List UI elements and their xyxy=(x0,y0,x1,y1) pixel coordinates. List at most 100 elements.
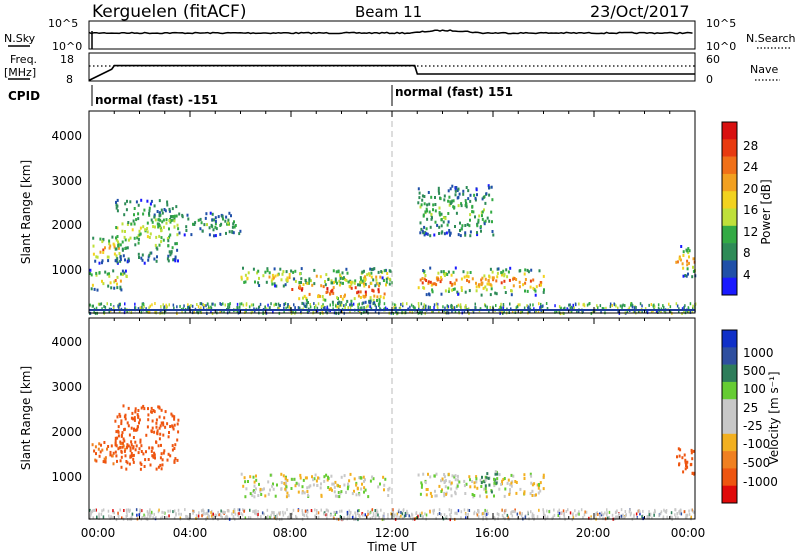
ground-scatter-cell xyxy=(200,306,202,310)
ground-scatter-cell xyxy=(641,309,643,313)
ground-scatter-cell xyxy=(252,510,254,514)
heatmap-cell xyxy=(133,236,136,240)
ground-scatter-cell xyxy=(662,516,664,520)
heatmap-cell xyxy=(220,222,223,226)
beam-title: Beam 11 xyxy=(355,3,422,21)
heatmap-cell xyxy=(475,285,478,289)
ground-scatter-cell xyxy=(686,309,689,313)
heatmap-cell xyxy=(150,449,153,453)
heatmap-cell xyxy=(481,197,484,201)
heatmap-cell xyxy=(121,445,124,449)
ground-scatter-cell xyxy=(554,304,556,308)
ground-scatter-cell xyxy=(335,510,338,514)
heatmap-cell xyxy=(305,296,308,300)
ground-scatter-cell xyxy=(514,510,516,514)
ground-scatter-cell xyxy=(289,512,291,516)
heatmap-cell xyxy=(200,221,203,225)
ground-scatter-cell xyxy=(619,304,622,308)
heatmap-cell xyxy=(162,218,165,222)
ground-scatter-cell xyxy=(671,515,673,519)
heatmap-cell xyxy=(176,248,179,252)
heatmap-cell xyxy=(353,489,355,493)
heatmap-cell xyxy=(425,293,428,297)
ground-scatter-cell xyxy=(361,306,363,310)
ground-scatter-cell xyxy=(424,512,426,516)
ground-scatter-cell xyxy=(204,512,206,516)
ground-scatter-cell xyxy=(649,512,652,516)
ground-scatter-cell xyxy=(100,302,103,306)
heatmap-cell xyxy=(481,281,484,285)
heatmap-cell xyxy=(156,222,159,226)
heatmap-cell xyxy=(432,282,435,286)
heatmap-cell xyxy=(265,280,268,284)
ground-scatter-cell xyxy=(276,513,278,517)
heatmap-cell xyxy=(489,283,492,287)
heatmap-cell xyxy=(208,226,211,230)
ground-scatter-cell xyxy=(315,512,318,516)
heatmap-cell xyxy=(342,281,344,285)
heatmap-cell xyxy=(157,218,160,222)
ground-scatter-cell xyxy=(676,304,679,308)
vel-cbar-tick-25: 25 xyxy=(743,401,758,415)
heatmap-cell xyxy=(358,476,361,480)
heatmap-cell xyxy=(138,447,141,451)
heatmap-cell xyxy=(339,491,342,495)
heatmap-cell xyxy=(542,475,545,479)
ground-scatter-cell xyxy=(143,513,145,517)
heatmap-cell xyxy=(301,491,304,495)
ground-scatter-cell xyxy=(118,309,121,313)
heatmap-cell xyxy=(365,293,367,297)
heatmap-cell xyxy=(438,232,440,235)
ground-scatter-cell xyxy=(393,306,395,310)
heatmap-cell xyxy=(475,188,478,192)
ground-scatter-cell xyxy=(563,512,565,516)
ground-scatter-cell xyxy=(542,508,544,512)
heatmap-cell xyxy=(356,487,359,491)
heatmap-cell xyxy=(133,207,136,210)
xtick-16: 16:00 xyxy=(475,526,510,540)
heatmap-cell xyxy=(129,454,132,458)
ground-scatter-cell xyxy=(446,304,449,308)
ground-scatter-cell xyxy=(317,511,320,515)
heatmap-cell xyxy=(483,274,486,278)
heatmap-cell xyxy=(232,222,235,226)
power-ylabel: Slant Range [km] xyxy=(19,160,33,264)
ground-scatter-cell xyxy=(540,302,542,306)
heatmap-cell xyxy=(385,283,387,287)
heatmap-cell xyxy=(326,287,329,291)
heatmap-cell xyxy=(378,298,381,302)
heatmap-cell xyxy=(679,448,682,452)
heatmap-cell xyxy=(132,453,135,457)
heatmap-cell xyxy=(530,474,533,478)
heatmap-cell xyxy=(475,289,478,293)
heatmap-cell xyxy=(145,433,148,437)
ground-scatter-cell xyxy=(364,310,366,314)
ground-scatter-cell xyxy=(139,508,141,512)
heatmap-cell xyxy=(481,217,484,221)
heatmap-cell xyxy=(136,413,139,417)
heatmap-cell xyxy=(280,472,283,476)
heatmap-cell xyxy=(320,284,323,288)
heatmap-cell xyxy=(147,458,150,461)
heatmap-cell xyxy=(253,495,256,499)
ground-scatter-cell xyxy=(573,306,575,310)
ground-scatter-cell xyxy=(236,302,239,306)
heatmap-cell xyxy=(171,246,174,250)
heatmap-cell xyxy=(116,436,119,440)
heatmap-cell xyxy=(542,487,545,491)
ground-scatter-cell xyxy=(437,306,439,310)
ground-scatter-cell xyxy=(429,510,431,514)
ground-scatter-cell xyxy=(229,302,231,306)
heatmap-cell xyxy=(139,440,142,444)
heatmap-cell xyxy=(530,268,533,272)
power-cbar-tick-28: 28 xyxy=(743,139,758,153)
heatmap-cell xyxy=(438,191,441,195)
ground-scatter-cell xyxy=(623,515,626,519)
ground-scatter-cell xyxy=(648,513,651,517)
ground-scatter-cell xyxy=(126,310,128,314)
ground-scatter-cell xyxy=(578,510,580,514)
heatmap-cell xyxy=(315,274,318,278)
ground-scatter-cell xyxy=(456,304,458,308)
ground-scatter-cell xyxy=(374,309,377,313)
